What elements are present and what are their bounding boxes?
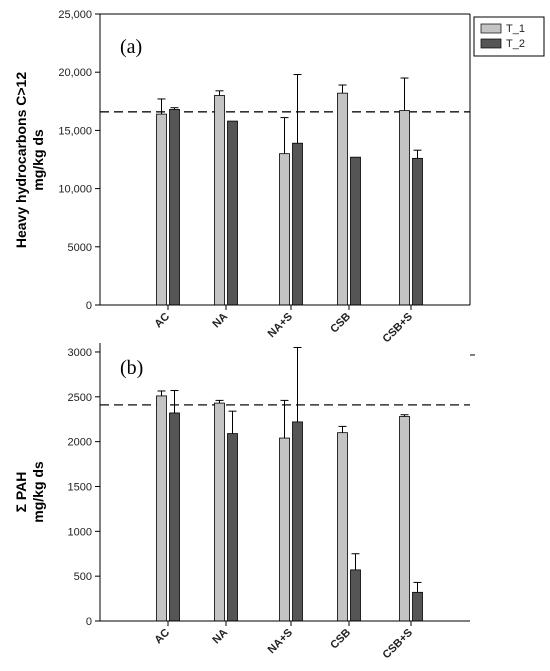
x-tick-label: AC xyxy=(152,627,172,647)
legend-label-t1: T_1 xyxy=(506,23,525,35)
bar-t2-na xyxy=(227,120,238,306)
bar-t2-ac xyxy=(169,412,180,622)
bar-t2-csb-plus-s xyxy=(412,157,423,306)
y-tick-label: 1000 xyxy=(68,526,92,538)
y-tick-label: 2000 xyxy=(68,437,92,449)
bar-t1-csb xyxy=(337,432,348,622)
bar-t2-csb xyxy=(350,156,361,306)
bar-t2-ac xyxy=(169,109,180,306)
y-tick-label: 5000 xyxy=(68,242,92,254)
panel-b-label: (b) xyxy=(120,357,143,379)
y-tick-label: 3000 xyxy=(68,347,92,359)
x-tick-label: NA xyxy=(210,627,230,647)
panel-a-ylabel-line2: mg/kg ds xyxy=(30,129,46,191)
legend-swatch-t2 xyxy=(480,38,502,49)
legend-label-t2: T_2 xyxy=(506,38,525,50)
panel-b-bars xyxy=(156,346,423,622)
bar-t1-ac xyxy=(156,395,167,622)
y-tick-label: 20,000 xyxy=(58,67,92,79)
bar-t1-na xyxy=(214,95,225,306)
bar-t2-na xyxy=(227,433,238,622)
panel-b-ylabel-line2: mg/kg ds xyxy=(30,461,46,523)
panel-a-bars xyxy=(156,74,423,306)
legend: T_1 T_2 xyxy=(473,16,545,57)
y-tick-label: 500 xyxy=(74,571,92,583)
y-tick-label: 1500 xyxy=(68,481,92,493)
legend-swatch-t1 xyxy=(480,23,502,34)
y-tick-label: 10,000 xyxy=(58,184,92,196)
bar-t1-na-plus-s xyxy=(279,153,290,306)
bar-t1-csb xyxy=(337,92,348,306)
bar-t2-csb-plus-s xyxy=(412,591,423,622)
x-tick-label: AC xyxy=(152,311,172,331)
y-tick-label: 0 xyxy=(86,300,92,312)
panel-a: Heavy hydrocarbons C>12 mg/kg ds (a) 0 50… xyxy=(13,9,545,346)
panel-b: Σ PAH mg/kg ds (b) 0 500 1000 1500 2000 2500 3… xyxy=(13,343,475,661)
panel-b-ylabel-line1: Σ PAH xyxy=(13,472,29,513)
bar-t2-na-plus-s xyxy=(292,421,303,622)
x-tick-label: CSB+S xyxy=(380,311,415,346)
bar-t1-na-plus-s xyxy=(279,437,290,622)
y-tick-label: 2500 xyxy=(68,392,92,404)
y-tick-label: 25,000 xyxy=(58,9,92,21)
x-tick-label: CSB+S xyxy=(380,627,415,662)
x-tick-label: CSB xyxy=(328,311,353,336)
bar-t2-csb xyxy=(350,569,361,622)
panel-a-label: (a) xyxy=(120,36,142,58)
bar-t2-na-plus-s xyxy=(292,142,303,306)
bar-t1-csb-plus-s xyxy=(399,416,410,622)
x-tick-label: CSB xyxy=(328,627,353,652)
y-tick-label: 0 xyxy=(86,616,92,628)
x-tick-label: NA+S xyxy=(266,311,295,340)
bar-t1-na xyxy=(214,402,225,622)
bar-t1-csb-plus-s xyxy=(399,110,410,306)
x-tick-label: NA+S xyxy=(266,627,295,656)
y-tick-label: 15,000 xyxy=(58,125,92,137)
bar-t1-ac xyxy=(156,113,167,306)
legend-box xyxy=(473,16,545,57)
panel-a-ylabel-line1: Heavy hydrocarbons C>12 xyxy=(13,72,29,248)
x-tick-label: NA xyxy=(210,311,230,331)
